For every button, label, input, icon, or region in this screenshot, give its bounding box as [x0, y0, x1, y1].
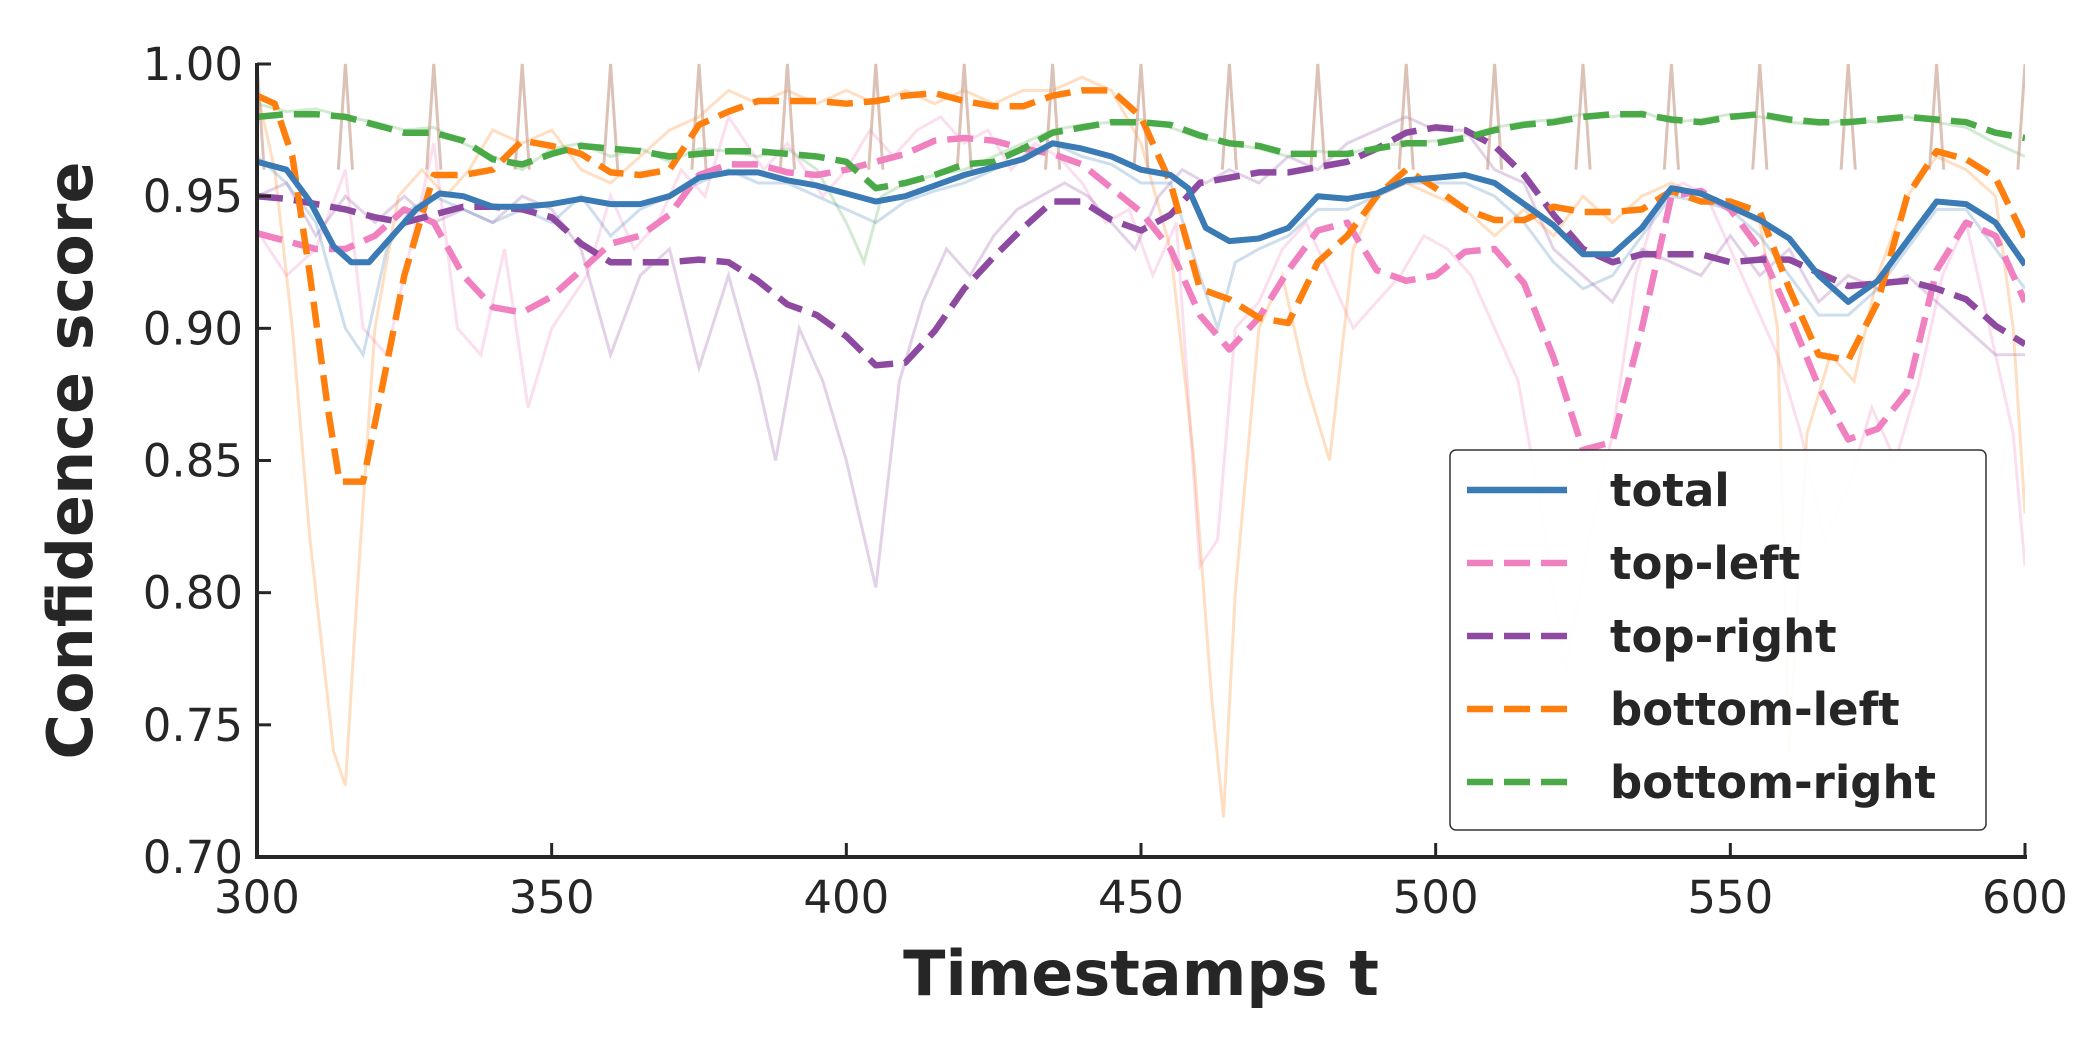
spike-mark	[1574, 63, 1592, 170]
spike-mark	[1309, 63, 1327, 170]
x-tick-label: 400	[803, 871, 889, 924]
y-tick-label: 0.95	[143, 170, 243, 223]
series-line-bottom-left	[257, 87, 2025, 485]
spike-mark	[778, 63, 796, 170]
raw-trace-top-right	[257, 115, 2025, 588]
spike-mark	[602, 63, 620, 170]
y-axis-title: Confidence score	[34, 161, 107, 759]
x-tick-label: 550	[1687, 871, 1773, 924]
legend-label-top-left: top-left	[1610, 537, 1800, 590]
y-tick-label: 1.00	[143, 38, 243, 91]
spike-mark	[867, 63, 885, 170]
legend-label-top-right: top-right	[1610, 610, 1837, 663]
legend-label-bottom-right: bottom-right	[1610, 756, 1936, 809]
legend-box	[1449, 449, 1987, 831]
x-tick-label: 600	[1982, 871, 2068, 924]
x-tick-label: 500	[1393, 871, 1479, 924]
y-tick-label: 0.70	[143, 831, 243, 884]
spike-mark	[1132, 63, 1150, 170]
spike-mark	[513, 63, 531, 170]
spike-mark	[1928, 63, 1946, 170]
spike-mark	[425, 63, 443, 170]
series-line-top-right	[257, 124, 2025, 369]
axes: 300 350 400 450 500 550 600 0.70 0.75 0.80 0.85 0.9…	[143, 38, 2068, 924]
spike-mark	[1839, 63, 1857, 170]
y-tick-label: 0.75	[143, 699, 243, 752]
series-line-bottom-right	[257, 110, 2025, 192]
legend: total top-left top-right bottom-left bottom-…	[1449, 449, 1987, 831]
spike-layer	[257, 63, 2025, 170]
x-tick-label: 300	[214, 871, 300, 924]
x-tick-label: 350	[509, 871, 595, 924]
y-tick-label: 0.80	[143, 567, 243, 620]
x-axis-title: Timestamps t	[903, 937, 1379, 1010]
spike-mark	[257, 63, 266, 170]
series-line-total	[257, 140, 2025, 305]
spike-mark	[1751, 63, 1769, 170]
raw-trace-top-left	[257, 113, 2025, 673]
series-line-top-left	[257, 134, 2025, 454]
smoothed-series-layer	[257, 87, 2025, 485]
raw-trace-bottom-left	[257, 75, 2025, 818]
spike-mark	[2016, 63, 2025, 170]
x-tick-label: 450	[1098, 871, 1184, 924]
spike-mark	[336, 63, 354, 170]
y-tick-label: 0.90	[143, 302, 243, 355]
legend-label-total: total	[1610, 464, 1730, 517]
y-tick-label: 0.85	[143, 435, 243, 488]
raw-trace-total	[257, 141, 2025, 359]
spike-mark	[1220, 63, 1238, 170]
spike-mark	[955, 63, 973, 170]
spike-mark	[1662, 63, 1680, 170]
legend-label-bottom-left: bottom-left	[1610, 683, 1900, 736]
